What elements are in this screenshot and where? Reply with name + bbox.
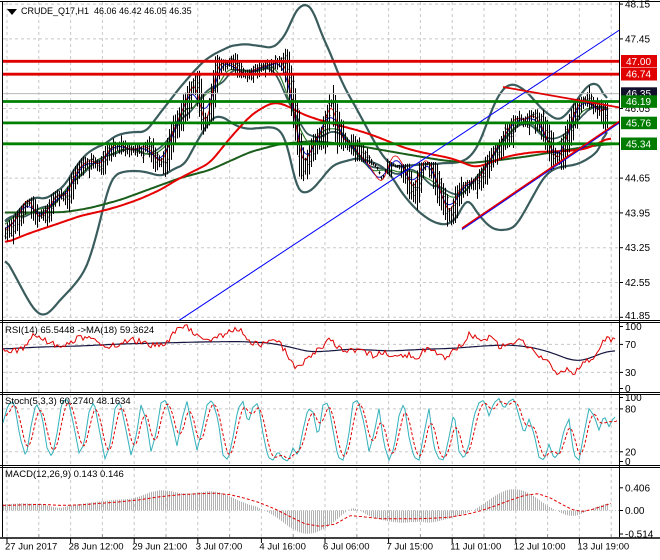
svg-text:46.19: 46.19 bbox=[626, 97, 651, 108]
svg-text:42.55: 42.55 bbox=[625, 278, 650, 289]
svg-text:45.76: 45.76 bbox=[626, 118, 651, 129]
svg-text:6 Jul 06:00: 6 Jul 06:00 bbox=[323, 542, 369, 553]
svg-text:100: 100 bbox=[625, 393, 642, 404]
svg-text:-0.514: -0.514 bbox=[625, 530, 654, 541]
svg-text:47.45: 47.45 bbox=[625, 34, 650, 45]
svg-text:CRUDE_Q17,H1 46.06 46.42 46.0: CRUDE_Q17,H1 46.06 46.42 46.05 46.35 bbox=[21, 6, 192, 16]
svg-text:43.25: 43.25 bbox=[625, 243, 650, 254]
svg-text:100: 100 bbox=[625, 322, 642, 333]
svg-text:12 Jul 10:00: 12 Jul 10:00 bbox=[514, 542, 566, 553]
svg-text:29 Jun 21:00: 29 Jun 21:00 bbox=[132, 542, 187, 553]
svg-text:47.00: 47.00 bbox=[626, 57, 651, 68]
svg-text:80: 80 bbox=[625, 404, 637, 415]
svg-text:46.35: 46.35 bbox=[626, 89, 651, 100]
svg-text:MACD(12,26,9) 0.143 0.146: MACD(12,26,9) 0.143 0.146 bbox=[5, 469, 124, 480]
svg-text:46.05: 46.05 bbox=[625, 104, 650, 115]
svg-text:Stoch(5,3,3) 60.2740 48.1634: Stoch(5,3,3) 60.2740 48.1634 bbox=[5, 396, 131, 407]
svg-text:7 Jul 15:00: 7 Jul 15:00 bbox=[387, 542, 433, 553]
svg-text:45.34: 45.34 bbox=[626, 139, 651, 150]
svg-text:44.65: 44.65 bbox=[625, 174, 650, 185]
svg-text:11 Jul 01:00: 11 Jul 01:00 bbox=[450, 542, 501, 553]
svg-text:43.95: 43.95 bbox=[625, 208, 650, 219]
svg-text:28 Jun 12:00: 28 Jun 12:00 bbox=[69, 542, 124, 553]
svg-text:41.85: 41.85 bbox=[625, 311, 650, 322]
svg-text:0.00: 0.00 bbox=[625, 506, 645, 517]
svg-text:46.74: 46.74 bbox=[626, 70, 651, 81]
svg-text:30: 30 bbox=[625, 368, 637, 379]
svg-text:0.406: 0.406 bbox=[625, 483, 650, 494]
svg-text:0: 0 bbox=[625, 384, 631, 395]
svg-text:13 Jul 19:00: 13 Jul 19:00 bbox=[577, 542, 629, 553]
svg-text:70: 70 bbox=[625, 340, 637, 351]
svg-text:0: 0 bbox=[625, 457, 631, 468]
svg-text:RSI(14) 65.5448 ->MA(18) 59.3: RSI(14) 65.5448 ->MA(18) 59.3624 bbox=[5, 325, 154, 336]
svg-text:20: 20 bbox=[625, 447, 637, 458]
svg-text:27 Jun 2017: 27 Jun 2017 bbox=[5, 542, 57, 553]
svg-text:48.15: 48.15 bbox=[625, 0, 650, 11]
svg-text:4 Jul 16:00: 4 Jul 16:00 bbox=[259, 542, 305, 553]
svg-text:3 Jul 07:00: 3 Jul 07:00 bbox=[196, 542, 242, 553]
